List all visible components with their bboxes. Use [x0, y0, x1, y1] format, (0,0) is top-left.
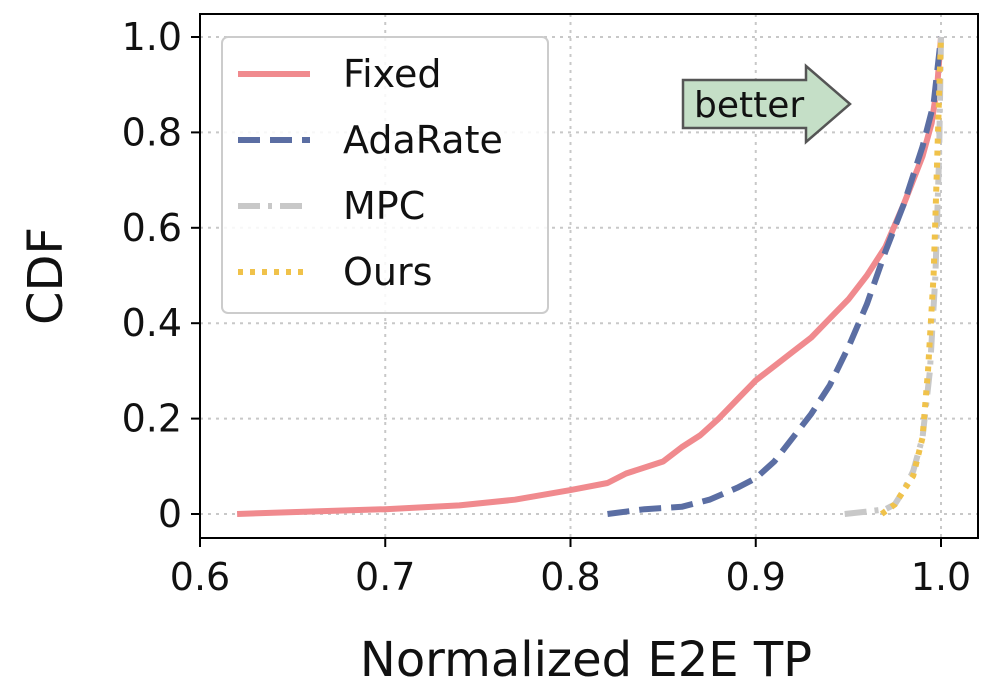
series-layer: [236, 36, 944, 517]
legend: Fixed AdaRate MPC Ours: [221, 36, 549, 314]
x-tick-label: 0.8: [540, 555, 600, 599]
series-line-ours: [879, 36, 944, 517]
axis-ticks: 0.6 0.7 0.8 0.9 1.0 0 0.2 0.4 0.6 0.8 1.0: [122, 15, 972, 599]
series-line-mpc: [844, 36, 944, 517]
x-axis-label: Normalized E2E TP: [360, 632, 812, 688]
y-tick-label: 0.8: [122, 110, 182, 154]
x-tick-label: 0.7: [355, 555, 415, 599]
x-tick-label: 1.0: [911, 555, 971, 599]
y-axis-label: CDF: [18, 227, 74, 325]
better-label: better: [694, 85, 804, 126]
x-tick-label: 0.6: [170, 555, 230, 599]
legend-label-fixed: Fixed: [343, 52, 441, 96]
legend-label-mpc: MPC: [343, 184, 425, 228]
y-tick-label: 1.0: [122, 15, 182, 59]
legend-box: [221, 36, 549, 314]
y-tick-label: 0.2: [122, 397, 182, 441]
better-arrow: better: [681, 63, 852, 145]
plot-frame: [199, 13, 979, 539]
legend-label-adarate: AdaRate: [343, 118, 503, 162]
y-tick-label: 0.6: [122, 206, 182, 250]
better-arrow-shape: [681, 63, 852, 145]
y-tick-label: 0.4: [122, 301, 182, 345]
x-tick-label: 0.9: [726, 555, 786, 599]
series-line-adarate: [607, 36, 944, 517]
y-tick-label: 0: [158, 492, 182, 536]
legend-label-ours: Ours: [343, 250, 432, 294]
